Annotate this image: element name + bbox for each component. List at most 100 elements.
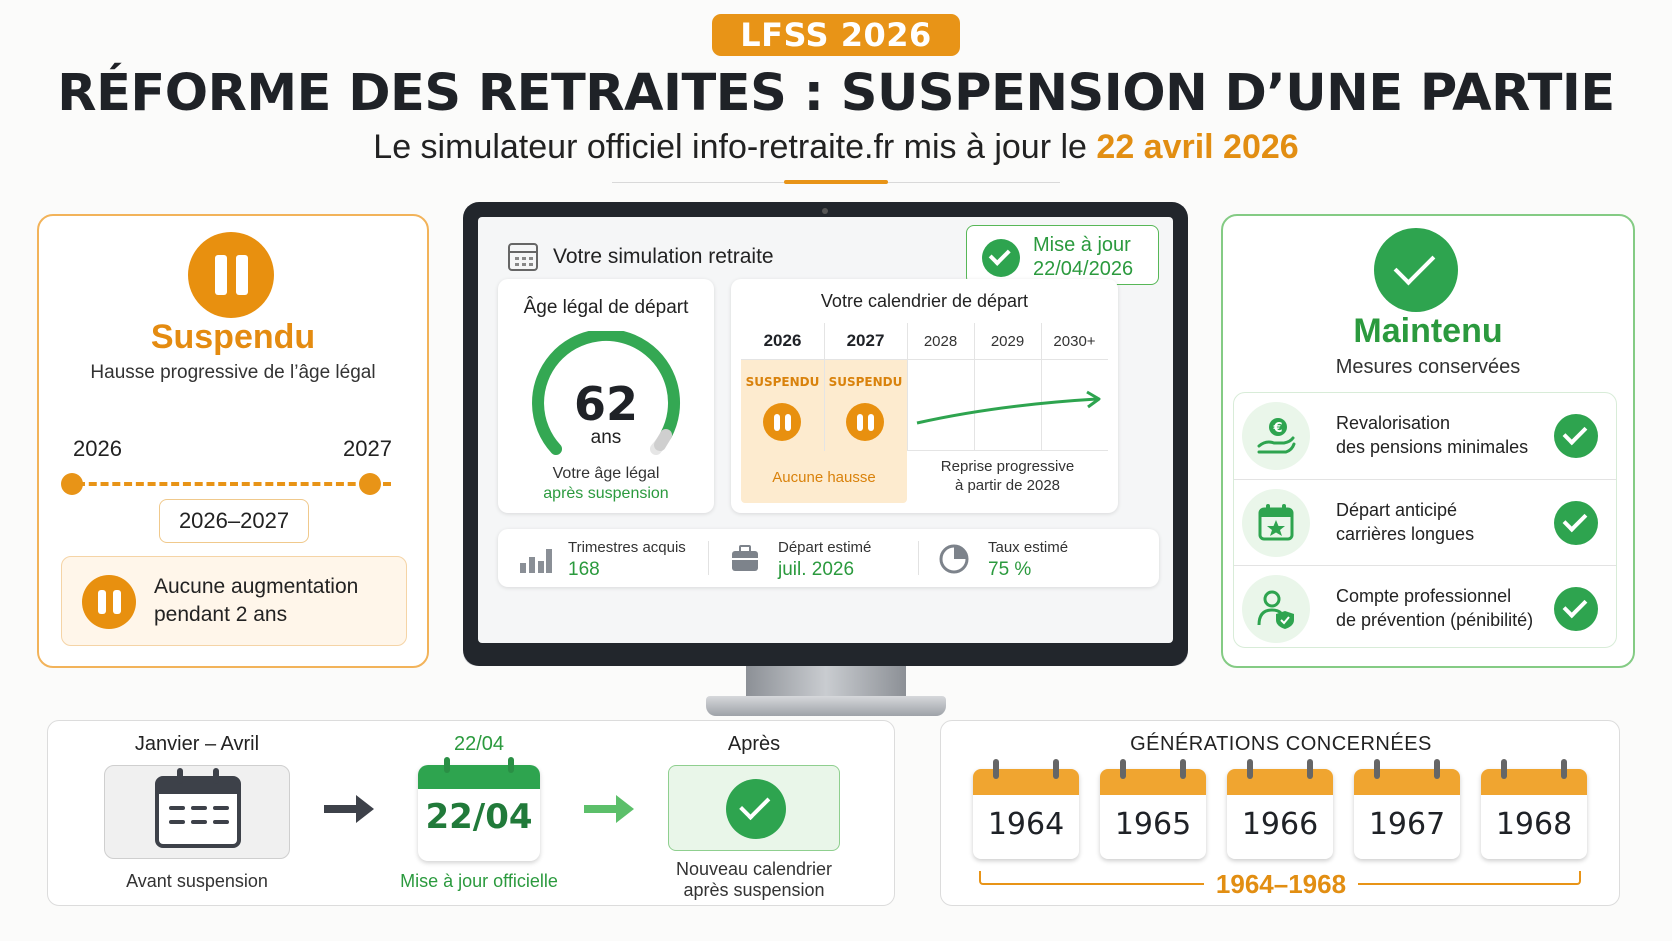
update-badge: Mise à jour 22/04/2026 — [966, 225, 1159, 285]
grid-line — [824, 323, 825, 451]
timeline-end-year: 2027 — [343, 436, 392, 461]
rate-value: 75 % — [988, 559, 1032, 580]
generation-year: 1966 — [1241, 807, 1319, 842]
maintained-card: Maintenu Mesures conservées € Revalorisa… — [1221, 214, 1635, 668]
calendar-star-icon — [1242, 489, 1310, 557]
measure-item: Compte professionnel de prévention (péni… — [1234, 565, 1616, 647]
year-2028: 2028 — [923, 332, 958, 350]
generations-title: GÉNÉRATIONS CONCERNÉES — [1130, 733, 1432, 755]
timeline-start-dot — [61, 473, 83, 495]
check-icon — [1374, 228, 1458, 312]
euro-hand-icon: € — [1242, 402, 1310, 470]
step-3-caption-2: après suspension — [683, 880, 825, 900]
bar-chart-icon — [520, 549, 552, 573]
arrow-right-icon — [324, 795, 374, 823]
stats-bar: Trimestres acquis 168 Départ estimé juil… — [498, 529, 1159, 587]
svg-text:€: € — [1272, 421, 1282, 436]
measure-2-line-2: carrières longues — [1336, 524, 1475, 544]
calendar-icon — [508, 243, 538, 271]
maintained-description: Mesures conservées — [1335, 356, 1521, 378]
step-2-heading: 22/04 — [453, 733, 505, 755]
step-2-caption: Mise à jour officielle — [400, 871, 558, 891]
grid-line — [907, 323, 908, 451]
calendar-header-line — [741, 359, 1108, 360]
update-timeline-card: Janvier – Avril Avant suspension 22/04 2… — [47, 720, 895, 906]
note-line-1: Aucune augmentation — [154, 575, 359, 598]
subtitle-date: 22 avril 2026 — [1096, 128, 1299, 166]
generation-year: 1968 — [1495, 807, 1573, 842]
step-1-box — [104, 765, 290, 859]
timeline-start-year: 2026 — [73, 436, 122, 461]
rising-arrow-icon — [916, 390, 1101, 425]
resume-line-1: Reprise progressive — [940, 458, 1075, 475]
departure-label: Départ estimé — [778, 539, 872, 556]
check-icon — [1554, 501, 1598, 545]
check-icon — [982, 239, 1020, 277]
year-2030-plus: 2030+ — [1053, 332, 1096, 350]
timeline-end-dot — [359, 473, 381, 495]
departure-value: juil. 2026 — [778, 559, 855, 580]
generation-year: 1965 — [1114, 807, 1192, 842]
suspended-label-2026: SUSPENDU — [745, 375, 820, 389]
measure-item: € Revalorisation des pensions minimales — [1234, 393, 1616, 479]
pie-chart-icon — [939, 544, 969, 574]
generation-year: 1967 — [1368, 807, 1446, 842]
generation-calendar: 1968 — [1481, 759, 1587, 859]
stats-divider — [918, 541, 919, 575]
suspended-label-2027: SUSPENDU — [828, 375, 903, 389]
quarters-label: Trimestres acquis — [568, 539, 686, 556]
grid-line — [974, 323, 975, 451]
timeline-dashed-line — [77, 482, 391, 486]
briefcase-icon — [732, 545, 758, 571]
generation-calendar: 1966 — [1227, 759, 1333, 859]
monitor: Votre simulation retraite Mise à jour 22… — [463, 202, 1188, 666]
step-1-heading: Janvier – Avril — [134, 733, 260, 755]
stats-divider — [708, 541, 709, 575]
legal-age-caption: Votre âge légal — [552, 465, 660, 482]
step-3-caption-1: Nouveau calendrier — [675, 859, 833, 879]
calendar-grid: 2026 2027 2028 2029 2030+ SUSPENDU SUSPE… — [741, 323, 1108, 503]
page-subtitle: Le simulateur officiel info-retraite.fr … — [0, 128, 1672, 167]
step-1-caption: Avant suspension — [126, 871, 268, 891]
year-2026: 2026 — [763, 331, 802, 350]
resume-line-2: à partir de 2028 — [954, 477, 1061, 494]
suspended-description: Hausse progressive de l’âge légal — [90, 362, 376, 383]
check-icon — [1554, 587, 1598, 631]
simulation-screen: Votre simulation retraite Mise à jour 22… — [478, 217, 1173, 643]
calendar-ring — [508, 757, 514, 773]
legal-age-title: Âge légal de départ — [523, 297, 689, 318]
generations-range: 1964–1968 — [1203, 869, 1359, 899]
measure-item: Départ anticipé carrières longues — [1234, 479, 1616, 565]
year-2027: 2027 — [846, 331, 885, 350]
monitor-base — [706, 696, 946, 716]
legal-age-unit: ans — [590, 427, 622, 448]
generation-calendar: 1965 — [1100, 759, 1206, 859]
measure-1-line-1: Revalorisation — [1336, 413, 1451, 433]
measure-3-line-1: Compte professionnel — [1336, 586, 1512, 606]
check-icon — [726, 779, 786, 839]
pause-icon — [763, 403, 801, 441]
maintained-status: Maintenu — [1353, 312, 1503, 350]
generation-year: 1964 — [987, 807, 1065, 842]
person-shield-icon — [1242, 575, 1310, 643]
departure-calendar-panel: Votre calendrier de départ 2026 2027 202… — [731, 279, 1118, 513]
age-gauge — [532, 331, 681, 455]
header-badge: LFSS 2026 — [712, 14, 960, 56]
measure-2-line-1: Départ anticipé — [1336, 500, 1458, 520]
rate-label: Taux estimé — [988, 539, 1069, 556]
generation-calendar: 1964 — [973, 759, 1079, 859]
calendar-icon — [155, 768, 241, 848]
subtitle-text: Le simulateur officiel info-retraite.fr … — [373, 128, 1097, 166]
suspended-status: Suspendu — [150, 318, 316, 356]
step-2-calendar: 22/04 — [418, 757, 540, 861]
pause-icon — [846, 403, 884, 441]
step-3-heading: Après — [727, 733, 781, 755]
monitor-stand — [746, 666, 906, 698]
suspended-card: Suspendu Hausse progressive de l’âge lég… — [37, 214, 429, 668]
measure-1-line-2: des pensions minimales — [1336, 437, 1529, 457]
no-increase-note: Aucune augmentation pendant 2 ans — [61, 556, 407, 646]
subtitle-accent — [784, 180, 888, 184]
check-icon — [1554, 414, 1598, 458]
calendar-header — [418, 765, 540, 789]
calendar-ring — [444, 757, 450, 773]
